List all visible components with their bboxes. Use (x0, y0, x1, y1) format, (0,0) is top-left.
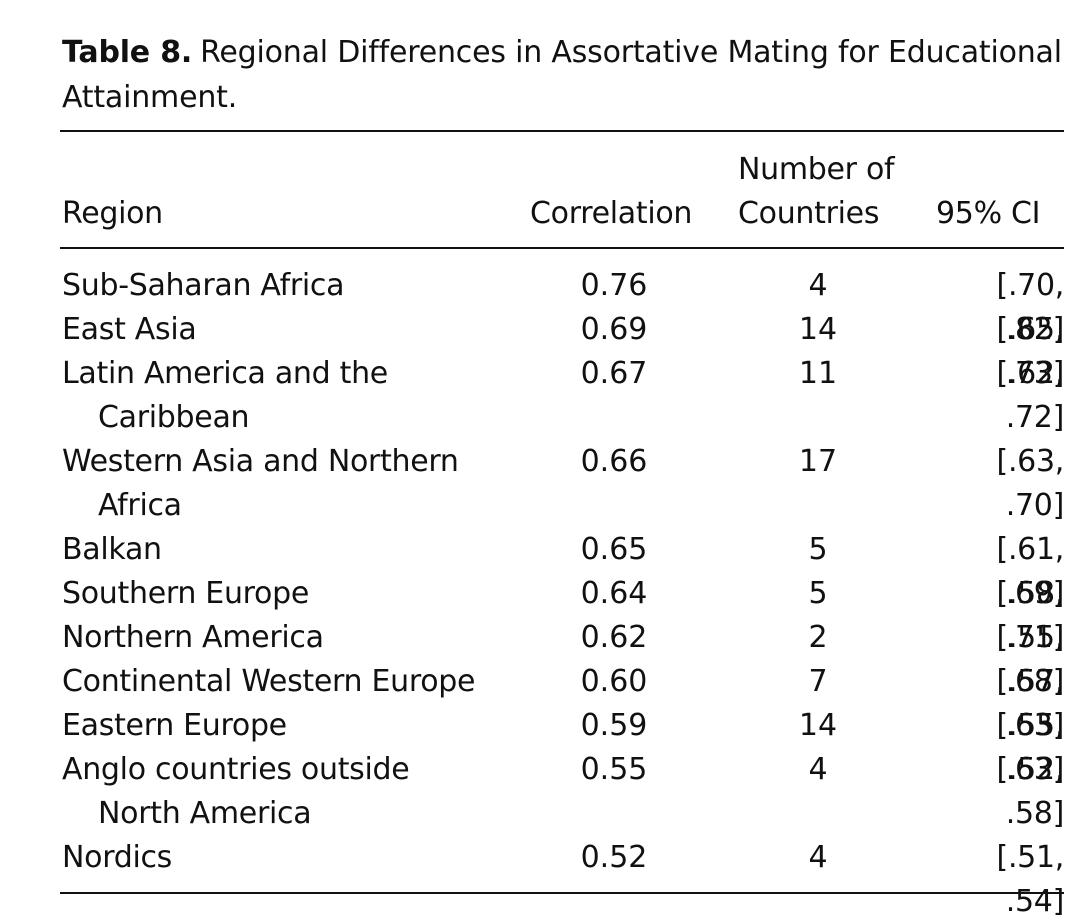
row-country-count: 4 (808, 268, 828, 303)
region-name: Nordics (62, 840, 173, 875)
row-region: Nordics (62, 836, 522, 880)
region-name: Western Asia and Northern (62, 444, 459, 479)
header-rule (60, 247, 1064, 249)
row-correlation: 0.52 (580, 840, 648, 875)
row-correlation: 0.67 (580, 356, 648, 391)
row-confidence-interval: [.52, .58] (996, 752, 1065, 831)
region-name: Sub-Saharan Africa (62, 268, 345, 303)
row-correlation: 0.55 (580, 752, 648, 787)
row-country-count: 7 (808, 664, 828, 699)
row-region: Latin America and the Caribbean (62, 352, 522, 440)
row-region: East Asia (62, 308, 522, 352)
row-confidence-interval: [.55, .68] (996, 620, 1065, 699)
row-region: Sub-Saharan Africa (62, 264, 522, 308)
row-region: Continental Western Europe (62, 660, 522, 704)
row-country-count: 2 (808, 620, 828, 655)
region-name: Anglo countries outside (62, 752, 410, 787)
row-country-count: 14 (798, 312, 838, 347)
row-correlation: 0.60 (580, 664, 648, 699)
row-correlation: 0.62 (580, 620, 648, 655)
row-country-count: 17 (798, 444, 838, 479)
header-correlation: Correlation (530, 196, 693, 231)
region-name-continued: Caribbean (98, 400, 250, 435)
row-confidence-interval: [.58, .71] (996, 576, 1065, 655)
region-name: East Asia (62, 312, 197, 347)
region-name-continued: North America (98, 796, 312, 831)
row-confidence-interval: [.62, .72] (996, 356, 1065, 435)
row-country-count: 4 (808, 752, 828, 787)
row-region: Southern Europe (62, 572, 522, 616)
table-caption: Table 8. Regional Differences in Assortat… (62, 30, 1062, 120)
row-region: Western Asia and Northern Africa (62, 440, 522, 528)
row-country-count: 14 (798, 708, 838, 743)
table-title: Regional Differences in Assortative Mati… (62, 35, 1062, 115)
header-number-of-countries: Number of Countries (738, 148, 895, 236)
row-confidence-interval: [.70, .82] (996, 268, 1065, 347)
row-correlation: 0.76 (580, 268, 648, 303)
region-name: Continental Western Europe (62, 664, 476, 699)
row-correlation: 0.65 (580, 532, 648, 567)
row-region: Balkan (62, 528, 522, 572)
header-countries-line1: Number of (738, 152, 895, 187)
row-correlation: 0.59 (580, 708, 648, 743)
row-country-count: 5 (808, 576, 828, 611)
region-name: Northern America (62, 620, 324, 655)
row-confidence-interval: [.55, .63] (996, 708, 1065, 787)
row-correlation: 0.66 (580, 444, 648, 479)
row-confidence-interval: [.63, .70] (996, 444, 1065, 523)
row-correlation: 0.64 (580, 576, 648, 611)
row-country-count: 4 (808, 840, 828, 875)
region-name: Balkan (62, 532, 162, 567)
row-country-count: 11 (798, 356, 838, 391)
row-confidence-interval: [.61, .69] (996, 532, 1065, 611)
region-name: Eastern Europe (62, 708, 287, 743)
row-country-count: 5 (808, 532, 828, 567)
row-region: Eastern Europe (62, 704, 522, 748)
region-name: Latin America and the (62, 356, 388, 391)
row-confidence-interval: [.65, .73] (996, 312, 1065, 391)
row-confidence-interval: [.51, .54] (996, 840, 1065, 919)
row-region: Anglo countries outside North America (62, 748, 522, 836)
header-region: Region (62, 196, 163, 231)
row-correlation: 0.69 (580, 312, 648, 347)
region-name-continued: Africa (98, 488, 182, 523)
region-name: Southern Europe (62, 576, 309, 611)
table-label: Table 8. (62, 35, 193, 70)
bottom-rule (60, 892, 1064, 894)
header-ci: 95% CI (936, 196, 1041, 231)
row-region: Northern America (62, 616, 522, 660)
top-rule (60, 130, 1064, 132)
row-confidence-interval: [.57, .63] (996, 664, 1065, 743)
header-countries-line2: Countries (738, 196, 880, 231)
